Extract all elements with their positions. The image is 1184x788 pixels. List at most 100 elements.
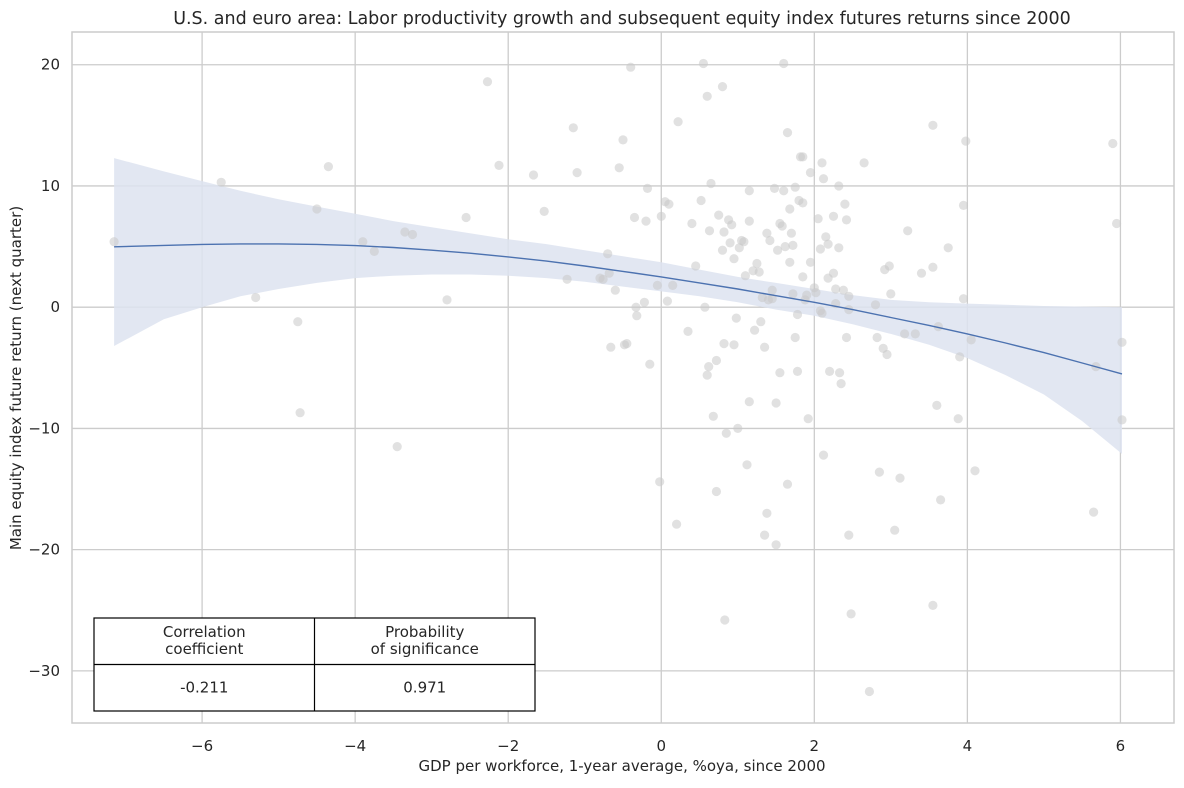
y-tick-label: −30: [28, 662, 60, 680]
scatter-point: [645, 359, 655, 369]
scatter-point: [740, 271, 751, 281]
scatter-point: [729, 254, 739, 264]
y-tick-label: 0: [50, 298, 60, 316]
scatter-point: [687, 218, 697, 229]
scatter-point: [604, 268, 614, 278]
scatter-point: [641, 216, 651, 226]
x-tick-label: 0: [656, 737, 666, 755]
scatter-point: [838, 285, 849, 295]
scatter-point: [788, 240, 798, 250]
scatter-point: [803, 414, 813, 424]
x-tick-label: 4: [963, 737, 973, 755]
scatter-point: [719, 227, 729, 237]
scatter-point: [953, 414, 963, 424]
scatter-point: [742, 460, 752, 470]
scatter-point: [782, 128, 793, 138]
scatter-point: [696, 195, 706, 206]
scatter-point: [610, 285, 620, 295]
scatter-point: [400, 227, 410, 237]
stats-table: Correlation coefficient Probability of sign…: [93, 617, 536, 712]
scatter-point: [765, 235, 775, 246]
scatter-point: [798, 198, 808, 208]
scatter-point: [818, 174, 829, 184]
scatter-point: [727, 220, 737, 230]
x-tick-labels: −6 −4 −2 0 2 4 6: [191, 737, 1125, 755]
scatter-point: [786, 228, 797, 238]
scatter-point: [762, 228, 772, 238]
scatter-point: [831, 284, 841, 294]
scatter-point: [792, 366, 803, 376]
scatter-point: [769, 183, 780, 193]
scatter-point: [841, 332, 852, 343]
scatter-point: [739, 237, 749, 247]
scatter-point: [844, 530, 854, 540]
scatter-point: [652, 280, 663, 290]
scatter-point: [656, 211, 666, 221]
scatter-point: [744, 186, 754, 196]
scatter-point: [805, 168, 816, 178]
scatter-point: [562, 274, 572, 284]
scatter-point: [312, 204, 322, 214]
scatter-point: [754, 267, 764, 277]
table-header-cell: Correlation coefficient: [163, 623, 246, 658]
scatter-point: [1117, 337, 1127, 347]
scatter-point: [910, 329, 920, 339]
x-tick-label: −4: [344, 737, 366, 755]
scatter-point: [886, 289, 896, 299]
scatter-point: [323, 162, 333, 172]
scatter-point: [704, 362, 714, 372]
scatter-point: [744, 216, 754, 226]
scatter-point: [642, 183, 653, 193]
scatter-point: [805, 257, 816, 267]
scatter-point: [760, 530, 770, 540]
scatter-point: [782, 479, 793, 489]
scatter-point: [631, 302, 641, 312]
scatter-point: [293, 317, 303, 327]
axes-frame: [71, 31, 1175, 724]
scatter-point: [811, 288, 821, 298]
scatter-point: [828, 268, 839, 278]
scatter-point: [928, 120, 938, 130]
scatter-point: [777, 221, 787, 231]
scatter-point: [961, 136, 971, 146]
scatter-point: [767, 294, 777, 304]
scatter-point: [442, 295, 452, 305]
scatter-point: [895, 473, 905, 483]
x-axis-title: GDP per workforce, 1-year average, %oya,…: [418, 757, 825, 775]
scatter-point: [958, 294, 969, 304]
scatter-point: [779, 58, 789, 69]
scatter-point: [870, 300, 881, 310]
scatter-point: [109, 237, 119, 247]
table-value-cell: -0.211: [180, 679, 228, 697]
confidence-band: [114, 158, 1123, 454]
scatter-point: [216, 177, 226, 187]
scatter-point: [572, 168, 582, 178]
scatter-point: [756, 317, 766, 327]
scatter-point: [731, 313, 741, 323]
scatter-point: [779, 186, 789, 196]
scatter-point: [702, 91, 712, 101]
scatter-point: [846, 609, 856, 619]
scatter-point: [711, 355, 722, 366]
scatter-point: [841, 215, 852, 225]
scatter-point: [1117, 415, 1127, 425]
scatter-point: [864, 686, 875, 697]
scatter-point: [790, 332, 800, 343]
scatter-point: [750, 325, 760, 335]
scatter-point: [704, 226, 715, 236]
plot-frame: [71, 31, 1175, 724]
scatter-point: [813, 214, 823, 224]
scatter-point: [691, 261, 701, 271]
scatter-point: [933, 322, 943, 332]
scatter-point: [970, 466, 980, 476]
scatter-point: [780, 242, 790, 252]
scatter-point: [369, 246, 379, 256]
y-tick-label: 10: [41, 177, 60, 195]
y-tick-label: 20: [41, 56, 60, 74]
scatter-point: [936, 495, 946, 505]
scatter-point: [815, 244, 826, 254]
scatter-point: [955, 352, 965, 362]
scatter-point: [790, 182, 800, 192]
scatter-point: [568, 123, 578, 133]
scatter-point: [836, 379, 846, 389]
